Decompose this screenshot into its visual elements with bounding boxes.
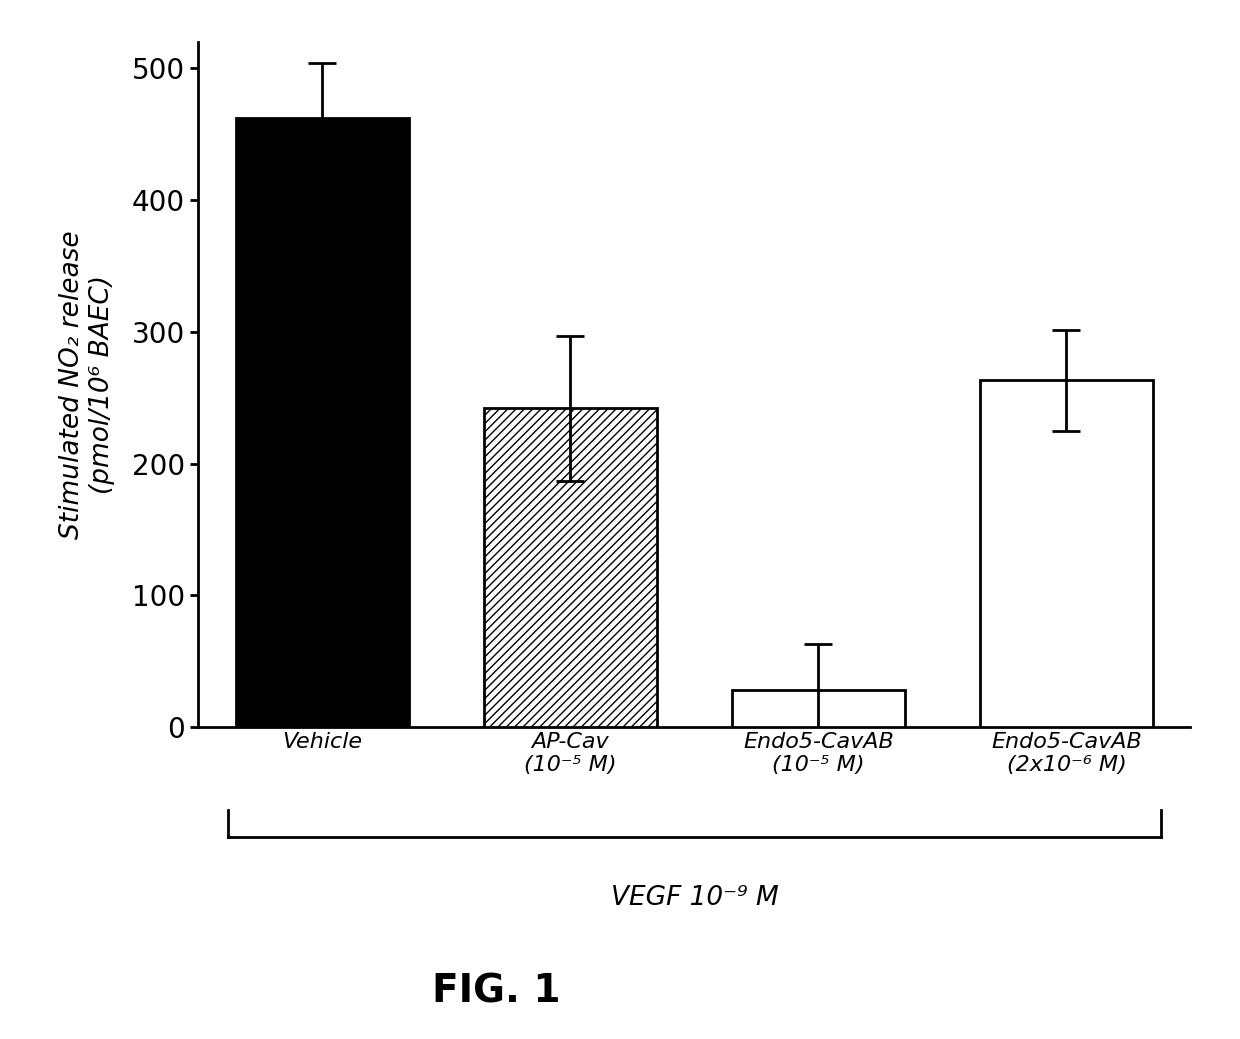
Bar	[236, 118, 409, 727]
Y-axis label: Stimulated NO₂ release
(pmol/10⁶ BAEC): Stimulated NO₂ release (pmol/10⁶ BAEC)	[60, 230, 115, 539]
Bar	[980, 380, 1153, 727]
Bar	[732, 690, 905, 727]
Bar	[484, 408, 657, 727]
Text: VEGF 10⁻⁹ M: VEGF 10⁻⁹ M	[610, 885, 779, 911]
Text: FIG. 1: FIG. 1	[432, 973, 560, 1011]
